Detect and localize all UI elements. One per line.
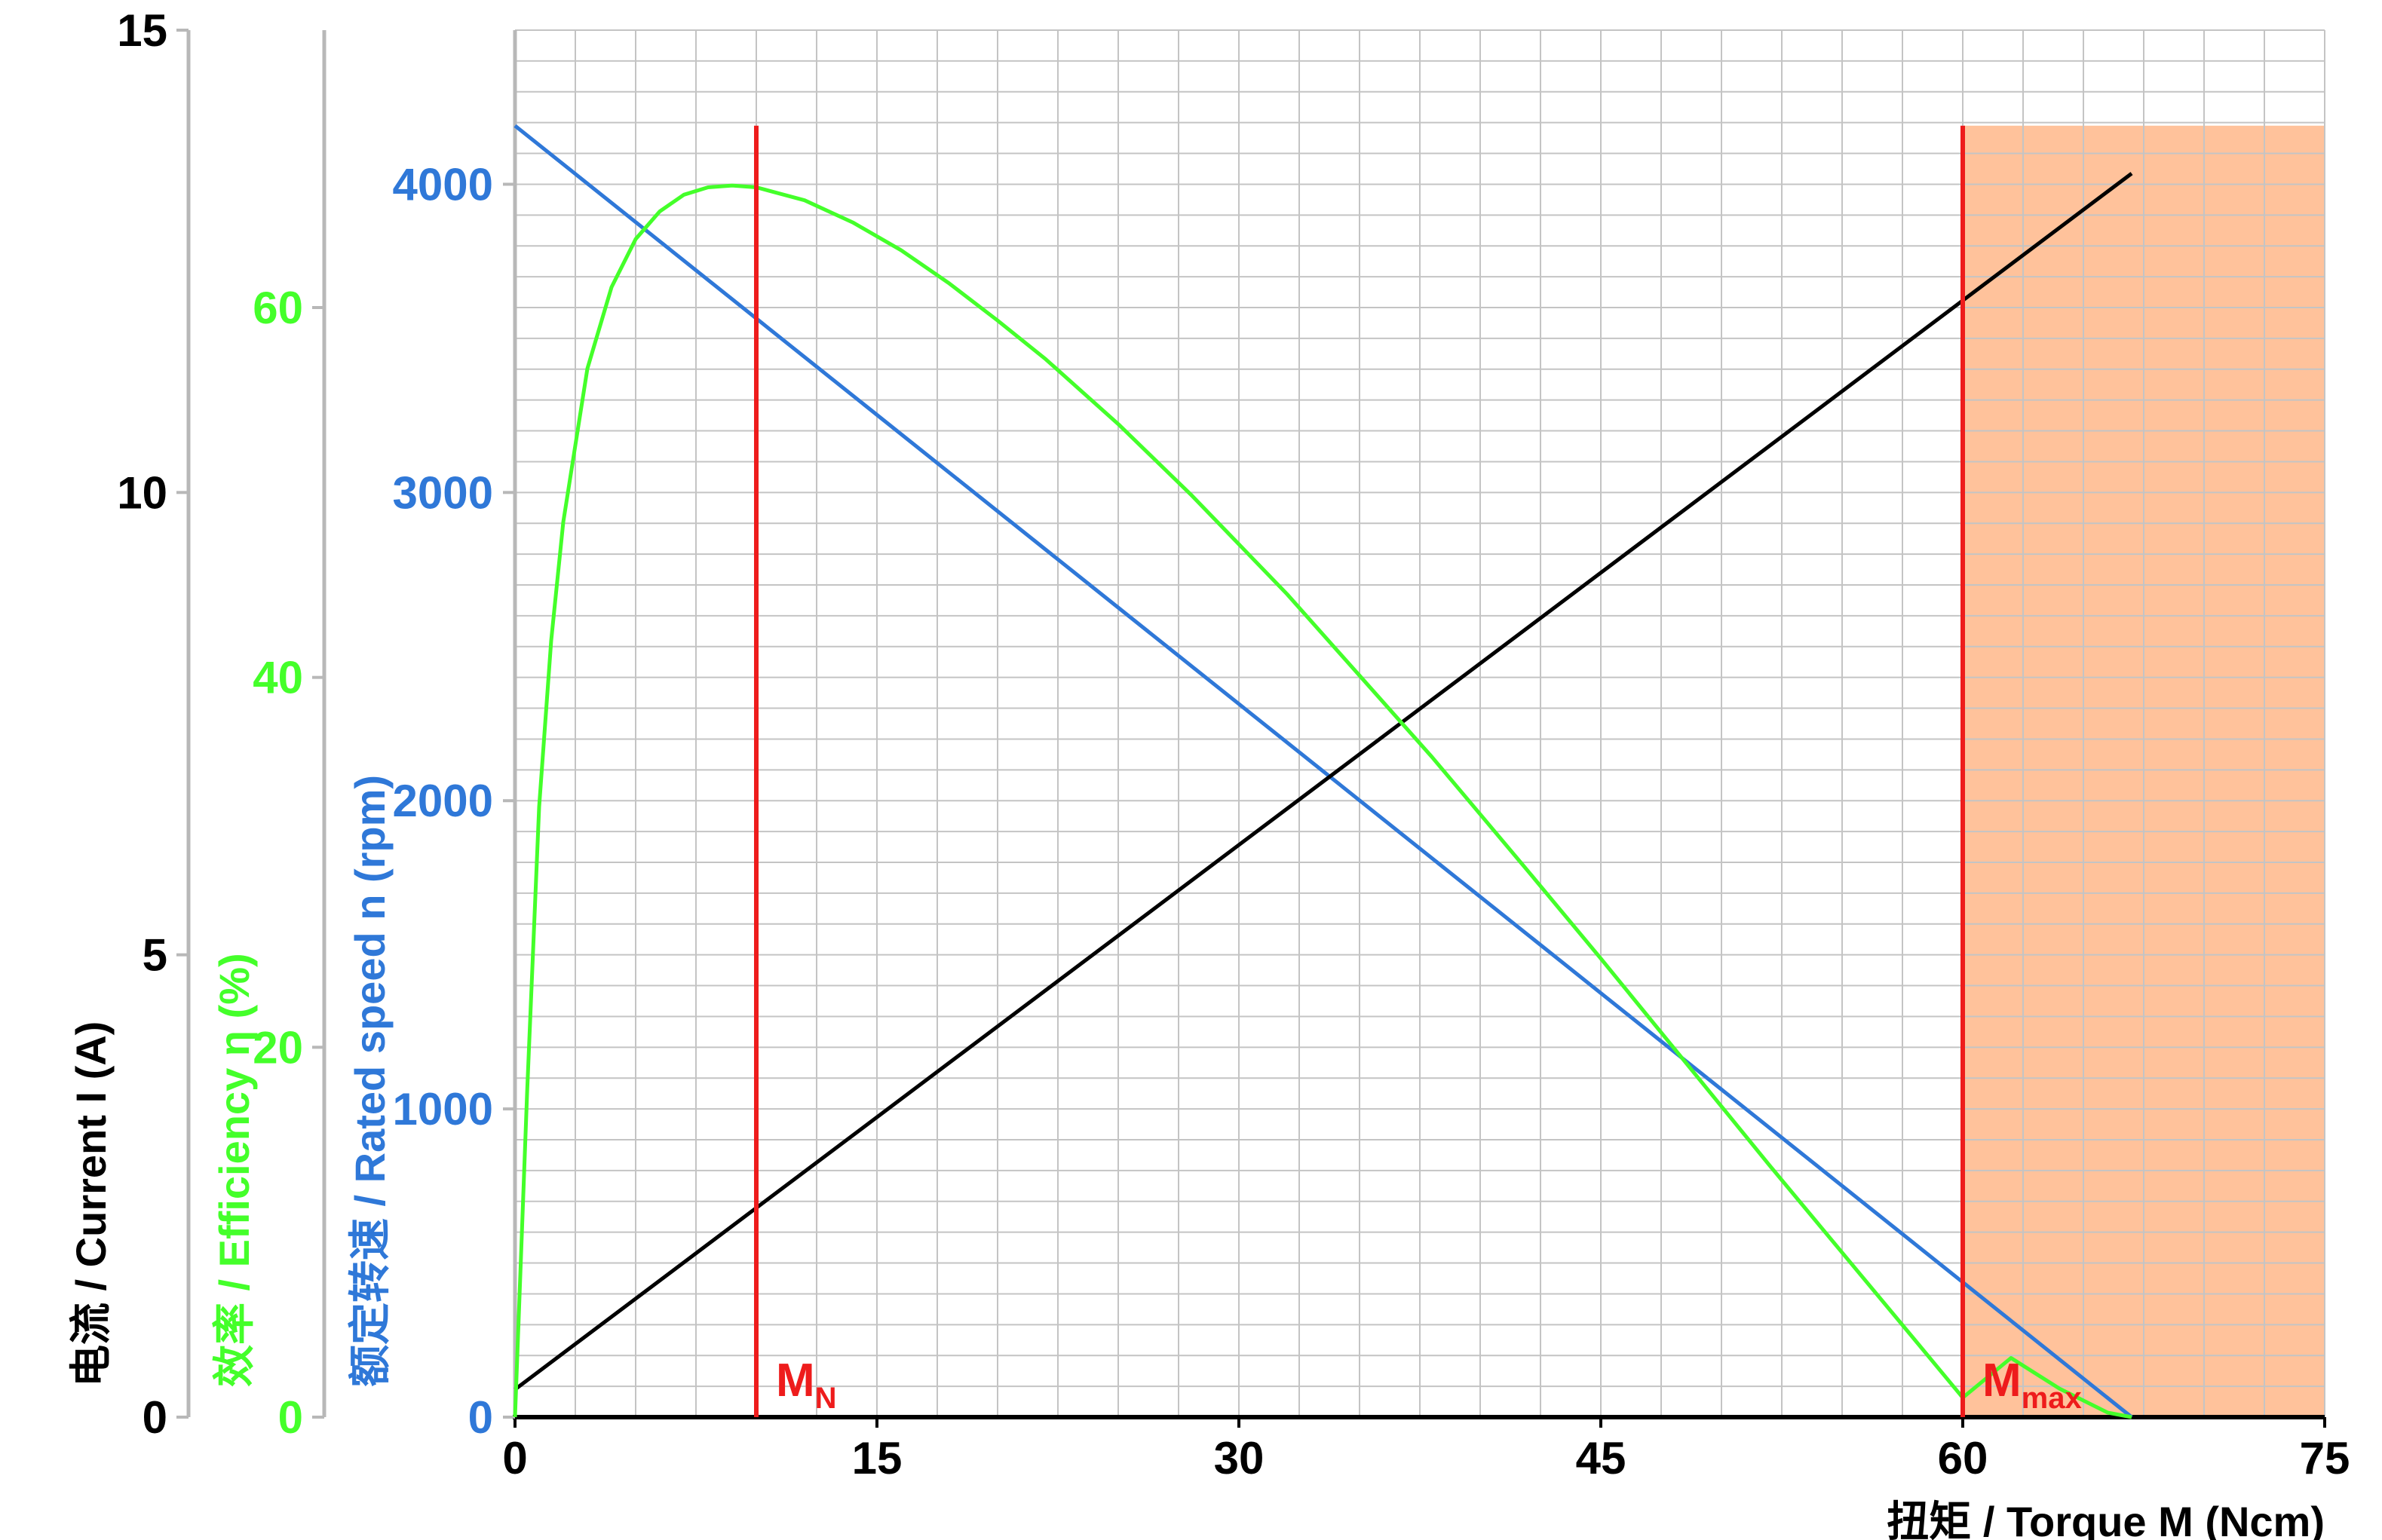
current-axis-title: 电流 / Current I (A): [67, 1021, 115, 1387]
current-tick-label: 15: [117, 5, 167, 56]
efficiency-tick-label: 60: [253, 283, 303, 333]
efficiency-tick-label: 0: [278, 1392, 303, 1443]
tick-labels: 0 15 30 45 60 75 0 5 10 15 0 20 40 60 0 1000 2000 3000 400…: [117, 5, 2350, 1483]
current-tick-label: 0: [143, 1392, 167, 1443]
speed-axis-title: 额定转速 / Rated speed n (rpm): [346, 775, 394, 1387]
x-tick-label: 30: [1214, 1433, 1265, 1483]
speed-tick-label: 0: [468, 1392, 493, 1443]
axis-titles: 扭矩 / Torque M (Ncm) 电流 / Current I (A) 效率 …: [67, 775, 2325, 1540]
current-tick-label: 10: [117, 467, 167, 518]
axes: [176, 29, 2326, 1428]
efficiency-tick-label: 40: [253, 653, 303, 703]
speed-curve: [513, 124, 2133, 1419]
x-tick-label: 15: [852, 1433, 903, 1483]
efficiency-axis-title: 效率 / Efficiency η (%): [210, 953, 258, 1387]
torque-markers: MN Mmax: [754, 125, 2082, 1417]
current-tick-label: 5: [143, 930, 167, 981]
grid-lines: [515, 29, 2325, 1417]
efficiency-curve: [513, 183, 2132, 1419]
x-tick-label: 45: [1576, 1433, 1626, 1483]
marker-label: Mmax: [1982, 1355, 2082, 1415]
x-tick-label: 60: [1938, 1433, 1988, 1483]
marker-label: MN: [776, 1355, 837, 1415]
x-tick-label: 75: [2300, 1433, 2350, 1483]
current-curve: [513, 172, 2133, 1392]
curves: [513, 124, 2133, 1419]
efficiency-tick-label: 20: [253, 1022, 303, 1073]
x-tick-label: 0: [502, 1433, 527, 1483]
x-axis-title: 扭矩 / Torque M (Ncm): [1887, 1498, 2325, 1540]
speed-tick-label: 1000: [393, 1084, 493, 1134]
speed-tick-label: 3000: [393, 467, 493, 518]
speed-tick-label: 4000: [393, 159, 493, 210]
speed-tick-label: 2000: [393, 776, 493, 826]
